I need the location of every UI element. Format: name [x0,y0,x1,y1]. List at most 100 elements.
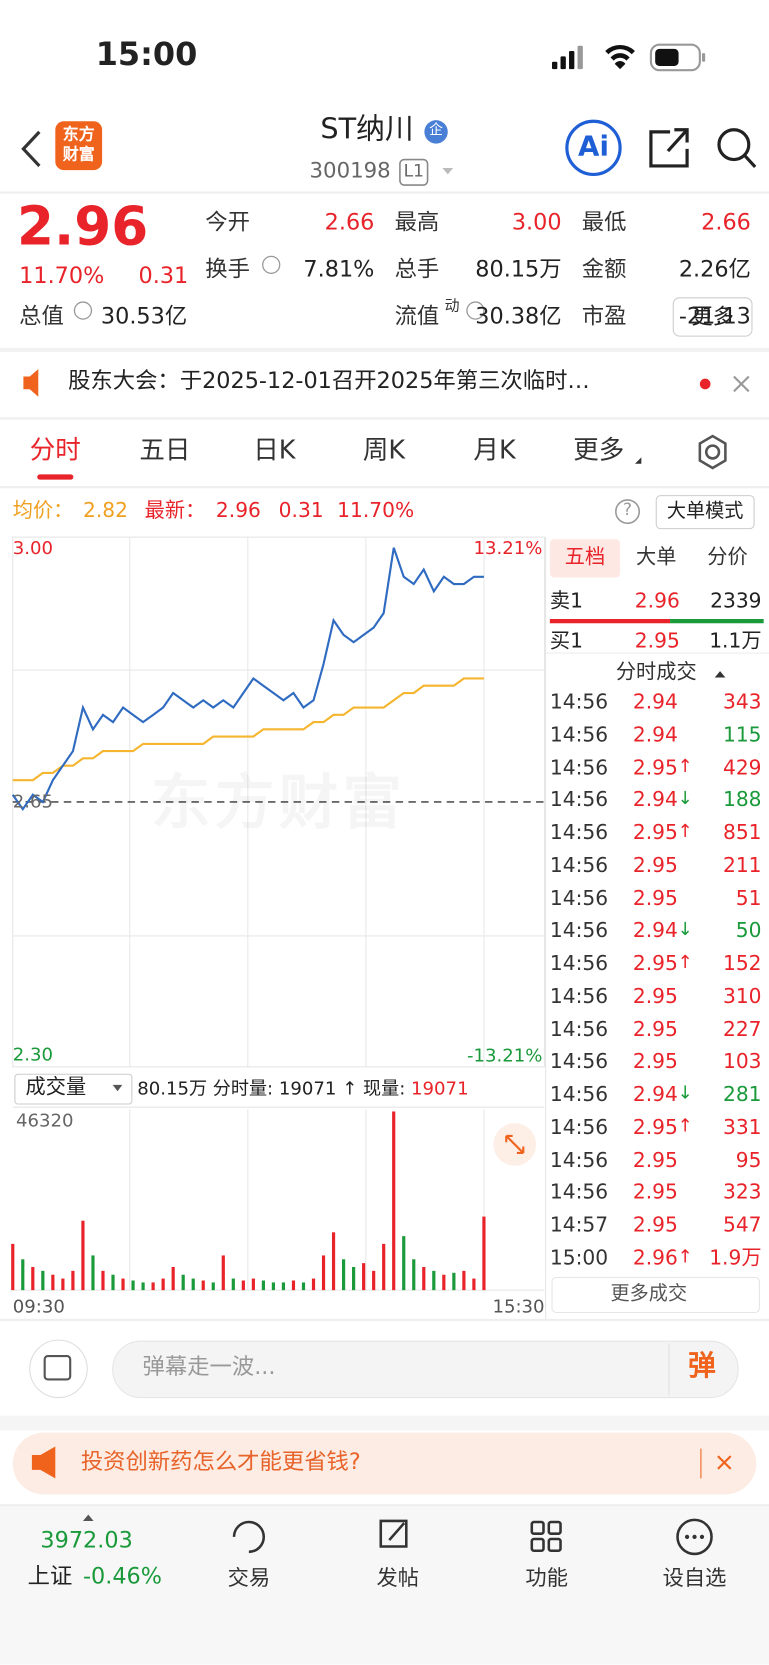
status-time: 15:00 [95,36,198,74]
volume-bar [51,1274,55,1291]
pe-sup: 动 [444,297,460,315]
field-label: 流值 [394,303,440,329]
trade-volume: 547 [722,1213,762,1237]
close-notice[interactable] [733,375,750,393]
trade-price: 2.95 [632,1148,678,1172]
trade-price: 2.94 [632,1082,678,1107]
book-side: 买1 [549,629,583,654]
field-value: 2.66 [701,209,751,236]
tab: 月K [473,435,516,465]
volume-bar [432,1270,436,1291]
volume-bar [372,1270,376,1291]
volume-bar [61,1278,65,1291]
trade-volume: 343 [722,690,762,714]
promo-text: 投资创新药怎么才能更省钱? [80,1448,361,1475]
danmu-icon[interactable] [29,1339,88,1399]
volume-selector[interactable] [14,1073,133,1105]
trade-volume: 103 [722,1050,762,1074]
ai-label: Ai [578,130,609,163]
pct-label: 13.21% [473,538,543,560]
book-tab: 五档 [564,545,606,570]
volume-bar [472,1278,476,1291]
volume-bar [121,1278,125,1291]
volume-bar [211,1282,215,1291]
back-icon[interactable] [21,130,41,168]
trade-time: 14:56 [549,1148,609,1172]
volume-bar [171,1267,175,1291]
trade-dir: ↓ [677,1082,693,1105]
share-icon[interactable] [649,128,689,168]
volume-bar [301,1282,306,1291]
info-icons [73,255,485,320]
trade-price: 2.95 [632,1115,678,1139]
field-label: 金额 [581,256,627,282]
field-label: 总值 [19,303,64,329]
more-trades[interactable] [551,1276,760,1314]
plot-frame [12,536,546,1068]
ai-button[interactable] [565,119,622,177]
logo-text: 财富 [62,144,95,164]
status-icons [552,43,706,72]
volume-bar [331,1232,336,1291]
promo-bg[interactable] [12,1432,757,1495]
volume-bar [131,1280,135,1291]
volume-bar [71,1270,75,1291]
mode-label: 大单模式 [666,499,744,523]
comment-input[interactable] [112,1340,739,1399]
trade-time: 14:56 [549,1180,609,1205]
volume-selector-label: 成交量 [25,1075,87,1099]
volume-bar [41,1270,45,1291]
nav-label: 发帖 [376,1564,420,1591]
volume-bar [271,1282,276,1291]
field-label: 换手 [205,256,250,282]
more-button[interactable] [672,297,753,337]
field-value: 30.53亿 [100,303,188,329]
trade-volume: 152 [722,951,762,976]
volume-bar [141,1282,145,1291]
trade-time: 14:56 [549,1050,609,1074]
trade-dir: ↑ [677,1115,693,1137]
volume-bar [341,1259,346,1291]
volume-bar [111,1274,115,1291]
change: 0.31 [138,262,189,289]
trade-volume: 211 [722,853,762,878]
pct-label: -13.21% [466,1045,543,1067]
trade-time: 15:00 [549,1246,609,1270]
trade-price: 2.95 [632,755,678,780]
trade-price: 2.95 [632,1213,678,1237]
volume-bar [382,1243,386,1291]
trade-price: 2.96 [632,1246,678,1270]
danmu-button: 弹 [688,1350,716,1383]
trade-time: 14:56 [549,821,609,845]
volume-bar [11,1243,15,1291]
settings-icon[interactable] [698,434,727,470]
volume-bar [462,1270,466,1291]
avg-value: 2.82 [82,498,128,523]
volume-bar [362,1263,366,1291]
volume-bar [181,1274,185,1291]
book-price: 2.95 [634,629,680,654]
logo-bg [55,121,103,171]
trade-price: 2.95 [632,1180,678,1205]
trade-volume: 188 [722,788,762,812]
mode-button[interactable] [655,495,755,530]
current-volume: 19071 [411,1078,469,1100]
field-value: 30.38亿 [475,303,562,329]
field-label: 市盈 [581,303,627,329]
trade-price: 2.95 [632,821,678,845]
trade-dir: ↓ [677,919,693,941]
trade-dir: ↑ [677,755,693,777]
notice-dot [699,378,711,390]
trade-time: 14:56 [549,1082,609,1107]
badge-bg [424,120,448,144]
field-label: 今开 [205,209,250,236]
badge: 企 [429,122,443,139]
search-icon[interactable] [717,128,757,169]
nav-icons[interactable] [232,1518,713,1556]
help: ? [623,498,633,520]
volume-max-label: 46320 [15,1110,74,1132]
x-tick-label: 15:30 [492,1296,545,1318]
volume-bar [422,1267,426,1291]
trade-time: 14:56 [549,919,609,943]
